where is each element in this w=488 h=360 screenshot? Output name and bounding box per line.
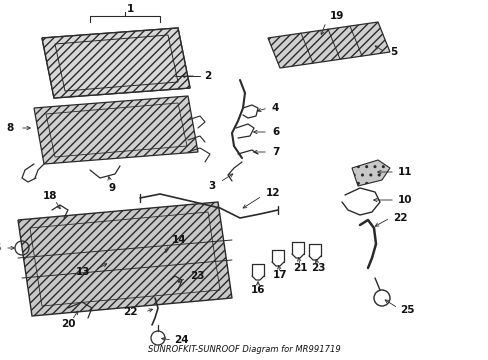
Text: 13: 13 <box>75 267 90 277</box>
Polygon shape <box>351 160 389 186</box>
Polygon shape <box>42 28 190 98</box>
Text: 5: 5 <box>389 47 396 57</box>
Text: 8: 8 <box>7 123 14 133</box>
Text: SUNROFKIT-SUNROOF Diagram for MR991719: SUNROFKIT-SUNROOF Diagram for MR991719 <box>147 345 340 354</box>
Text: 10: 10 <box>397 195 412 205</box>
Text: 22: 22 <box>392 213 407 223</box>
Text: 23: 23 <box>190 271 204 281</box>
Text: 9: 9 <box>108 183 115 193</box>
Text: 7: 7 <box>271 147 279 157</box>
Text: 1: 1 <box>126 4 133 14</box>
Text: 16: 16 <box>250 285 264 295</box>
Text: 14: 14 <box>172 235 186 245</box>
Text: 25: 25 <box>399 305 414 315</box>
Text: 20: 20 <box>61 319 75 329</box>
Text: 3: 3 <box>208 181 216 191</box>
Text: 6: 6 <box>271 127 279 137</box>
Text: 23: 23 <box>310 263 325 273</box>
Text: 24: 24 <box>174 335 188 345</box>
Text: 15: 15 <box>0 243 2 253</box>
Text: 11: 11 <box>397 167 412 177</box>
Text: 19: 19 <box>329 11 344 21</box>
Text: 12: 12 <box>265 188 280 198</box>
Text: 17: 17 <box>272 270 287 280</box>
Text: 18: 18 <box>42 191 57 201</box>
Text: 21: 21 <box>292 263 306 273</box>
Polygon shape <box>34 96 198 164</box>
Polygon shape <box>267 22 389 68</box>
Text: 22: 22 <box>123 307 138 317</box>
Text: 2: 2 <box>203 71 211 81</box>
Text: 4: 4 <box>271 103 279 113</box>
Polygon shape <box>18 202 231 316</box>
Polygon shape <box>42 28 190 98</box>
